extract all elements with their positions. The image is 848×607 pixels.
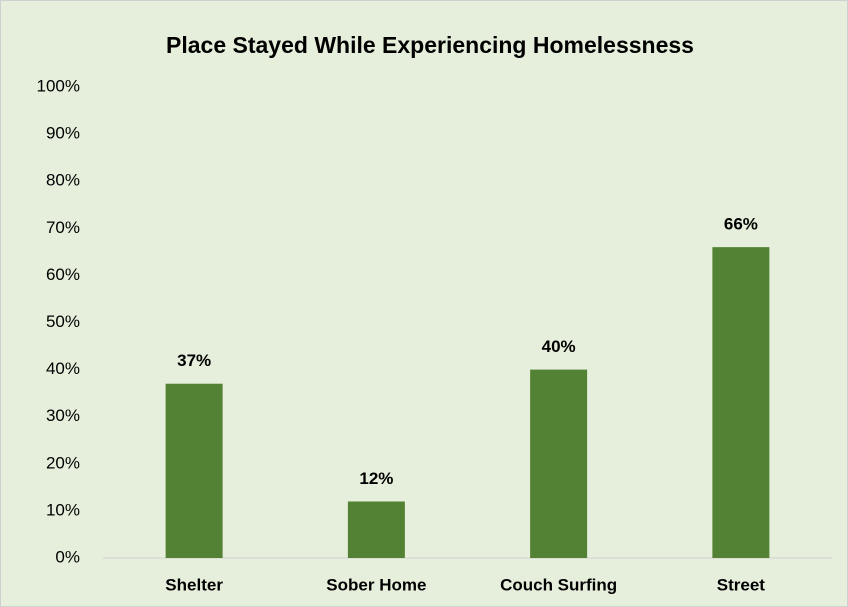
- y-tick-label: 70%: [46, 218, 80, 237]
- x-tick-label: Shelter: [165, 575, 223, 594]
- data-label: 12%: [359, 469, 393, 488]
- data-label: 37%: [177, 351, 211, 370]
- x-tick-label: Street: [717, 575, 766, 594]
- data-label: 40%: [542, 337, 576, 356]
- x-tick-label: Couch Surfing: [500, 575, 617, 594]
- y-tick-label: 90%: [46, 124, 80, 143]
- y-tick-label: 100%: [37, 76, 80, 95]
- chart-title: Place Stayed While Experiencing Homeless…: [166, 32, 694, 58]
- y-tick-label: 50%: [46, 312, 80, 331]
- y-tick-label: 0%: [55, 547, 80, 566]
- bar: [530, 369, 588, 558]
- data-label: 66%: [724, 215, 758, 234]
- bar: [165, 383, 223, 558]
- bar: [712, 247, 770, 558]
- y-tick-label: 80%: [46, 171, 80, 190]
- y-tick-label: 60%: [46, 265, 80, 284]
- y-tick-label: 30%: [46, 406, 80, 425]
- bar: [347, 501, 405, 558]
- x-tick-label: Sober Home: [326, 575, 426, 594]
- y-tick-label: 40%: [46, 359, 80, 378]
- y-tick-label: 20%: [46, 453, 80, 472]
- y-tick-label: 10%: [46, 500, 80, 519]
